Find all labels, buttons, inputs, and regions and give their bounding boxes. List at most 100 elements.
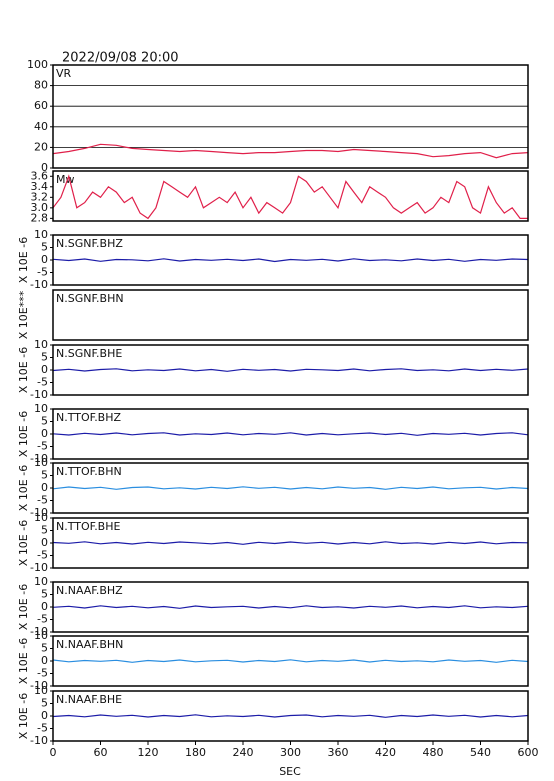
y-axis-label: X 10E -6: [17, 520, 30, 566]
y-tick-label: 5: [41, 351, 48, 364]
x-tick-label: 180: [185, 746, 206, 759]
y-tick-label: 3.6: [31, 169, 49, 182]
chart-title: 2022/09/08 20:00: [62, 51, 179, 66]
y-tick-label: -5: [37, 440, 48, 453]
panel-label: N.SGNF.BHZ: [56, 237, 123, 250]
panel-frame: [52, 581, 529, 633]
trace: [52, 174, 528, 220]
panel-frame: [52, 517, 529, 569]
panel-frame: [52, 408, 529, 460]
panel-label: N.NAAF.BHE: [56, 693, 122, 706]
x-tick-label: 540: [470, 746, 491, 759]
y-axis-label: X 10E -6: [17, 584, 30, 630]
panel-label: N.NAAF.BHN: [56, 638, 123, 651]
x-tick-label: 480: [423, 746, 444, 759]
y-tick-label: 5: [41, 642, 48, 655]
y-tick-label: 10: [34, 575, 48, 588]
y-tick-label: -10: [30, 679, 48, 692]
y-tick-label: 60: [34, 99, 48, 112]
y-tick-label: -10: [30, 388, 48, 401]
y-tick-label: 0: [41, 427, 48, 440]
panel-frame: [52, 344, 529, 396]
panel-label: N.SGNF.BHE: [56, 347, 122, 360]
y-tick-label: 2.8: [31, 211, 49, 224]
y-tick-label: -10: [30, 625, 48, 638]
trace: [52, 258, 529, 263]
y-tick-label: 80: [34, 79, 48, 92]
y-tick-label: -5: [37, 376, 48, 389]
y-axis-label: X 10E -6: [17, 693, 30, 739]
y-tick-label: -10: [30, 561, 48, 574]
panel-frame: [52, 64, 529, 169]
y-tick-label: 10: [34, 456, 48, 469]
panel-frame: [52, 234, 529, 286]
y-tick-label: 40: [34, 120, 48, 133]
y-tick-label: 10: [34, 338, 48, 351]
y-tick-label: -5: [37, 266, 48, 279]
x-tick-label: 240: [233, 746, 254, 759]
y-tick-label: 0: [41, 481, 48, 494]
y-tick-label: -5: [37, 722, 48, 735]
y-tick-label: 5: [41, 588, 48, 601]
y-axis-label: X 10E***: [17, 290, 30, 339]
y-tick-label: 10: [34, 228, 48, 241]
panel-frame: [52, 170, 529, 222]
panel-frame: [52, 462, 529, 514]
y-tick-label: 0: [41, 363, 48, 376]
trace: [52, 659, 529, 663]
panel-label: N.TTOF.BHE: [56, 520, 121, 533]
y-tick-label: 10: [34, 402, 48, 415]
x-tick-label: 600: [518, 746, 539, 759]
x-tick-label: 360: [328, 746, 349, 759]
trace: [52, 143, 529, 159]
trace: [52, 541, 529, 545]
trace: [52, 432, 529, 436]
y-axis-label: X 10E -6: [17, 465, 30, 511]
y-tick-label: 5: [41, 415, 48, 428]
y-tick-label: 10: [34, 511, 48, 524]
y-tick-label: 20: [34, 140, 48, 153]
y-tick-label: -5: [37, 549, 48, 562]
panel-label: VR: [56, 67, 72, 80]
y-tick-label: 0: [41, 600, 48, 613]
y-axis-label: X 10E -6: [17, 638, 30, 684]
y-tick-label: -5: [37, 494, 48, 507]
x-tick-label: 420: [375, 746, 396, 759]
panel-frame: [52, 635, 529, 687]
y-tick-label: 5: [41, 524, 48, 537]
trace: [52, 605, 529, 609]
panel-label: N.SGNF.BHN: [56, 292, 124, 305]
y-axis-label: X 10E -6: [17, 237, 30, 283]
y-tick-label: 3.0: [31, 201, 49, 214]
x-tick-label: 60: [94, 746, 108, 759]
y-tick-label: 5: [41, 241, 48, 254]
y-tick-label: 3.4: [31, 180, 49, 193]
y-tick-label: 100: [27, 58, 48, 71]
panel-label: N.TTOF.BHN: [56, 465, 122, 478]
y-axis-label: X 10E -6: [17, 411, 30, 457]
y-tick-label: -10: [30, 452, 48, 465]
y-tick-label: -10: [30, 734, 48, 747]
y-tick-label: 0: [41, 536, 48, 549]
x-tick-label: 0: [50, 746, 57, 759]
x-tick-label: 300: [280, 746, 301, 759]
y-tick-label: 0: [41, 654, 48, 667]
trace: [52, 714, 529, 718]
y-tick-label: -5: [37, 667, 48, 680]
panel-label: N.NAAF.BHZ: [56, 584, 123, 597]
y-tick-label: 5: [41, 697, 48, 710]
y-tick-label: 5: [41, 469, 48, 482]
y-tick-label: -5: [37, 613, 48, 626]
y-tick-label: 10: [34, 684, 48, 697]
y-tick-label: 10: [34, 629, 48, 642]
y-tick-label: -10: [30, 506, 48, 519]
y-tick-label: 0: [41, 161, 48, 174]
panel-label: N.TTOF.BHZ: [56, 411, 122, 424]
y-tick-label: 0: [41, 253, 48, 266]
y-axis-label: X 10E -6: [17, 347, 30, 393]
panel-frame: [52, 289, 529, 341]
y-tick-label: -10: [30, 278, 48, 291]
y-tick-label: 3.2: [31, 190, 49, 203]
y-tick-label: 0: [41, 709, 48, 722]
